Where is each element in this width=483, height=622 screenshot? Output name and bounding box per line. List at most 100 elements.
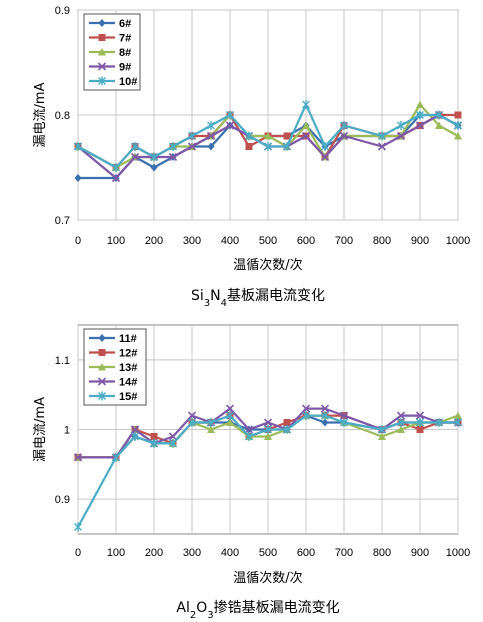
legend: 11# 12# 13# 14# 15# bbox=[83, 328, 147, 406]
data-point bbox=[339, 411, 349, 420]
data-point bbox=[454, 418, 462, 428]
x-tick-label: 200 bbox=[145, 235, 163, 247]
legend-label: 13# bbox=[119, 362, 137, 374]
data-point bbox=[169, 438, 177, 448]
data-point bbox=[301, 131, 311, 141]
x-tick-label: 900 bbox=[411, 235, 429, 247]
legend-marker bbox=[98, 391, 106, 401]
x-tick-label: 500 bbox=[259, 235, 277, 247]
data-point bbox=[302, 100, 310, 109]
data-point bbox=[378, 432, 386, 440]
series-15# bbox=[74, 411, 462, 532]
caption-subscript: 2 bbox=[190, 610, 196, 621]
data-point bbox=[283, 425, 291, 434]
caption-text: Si bbox=[191, 288, 204, 304]
data-point bbox=[112, 452, 120, 462]
x-tick-label: 800 bbox=[373, 547, 391, 559]
x-tick-label: 900 bbox=[411, 547, 429, 559]
data-point bbox=[378, 425, 386, 434]
x-tick-label: 700 bbox=[335, 547, 353, 559]
data-point bbox=[73, 453, 83, 462]
data-point bbox=[321, 411, 329, 421]
x-tick-label: 400 bbox=[221, 547, 239, 559]
data-point bbox=[245, 131, 253, 141]
data-point bbox=[302, 411, 310, 421]
caption-subscript: 4 bbox=[221, 298, 227, 309]
x-tick-label: 300 bbox=[183, 235, 201, 247]
x-tick-label: 100 bbox=[107, 547, 125, 559]
data-point bbox=[131, 431, 139, 441]
data-point bbox=[301, 404, 311, 413]
data-point bbox=[225, 121, 235, 130]
data-point bbox=[226, 110, 234, 120]
data-point bbox=[340, 418, 348, 428]
legend-marker bbox=[97, 62, 107, 71]
x-tick-label: 400 bbox=[221, 235, 239, 247]
x-tick-label: 700 bbox=[335, 235, 353, 247]
data-point bbox=[397, 418, 405, 428]
data-point bbox=[283, 419, 291, 427]
x-axis-title: 温循次数/次 bbox=[233, 570, 302, 586]
legend-label: 6# bbox=[119, 18, 131, 30]
chart-caption: Si3N4基板漏电流变化 bbox=[191, 287, 325, 309]
legend-label: 8# bbox=[119, 47, 131, 59]
legend-label: 12# bbox=[119, 348, 137, 360]
x-axis-title: 温循次数/次 bbox=[233, 257, 302, 273]
x-tick-label: 0 bbox=[75, 235, 81, 247]
x-tick-label: 1000 bbox=[446, 547, 470, 559]
data-point bbox=[207, 142, 215, 151]
data-point bbox=[150, 438, 158, 448]
data-point bbox=[130, 425, 140, 434]
caption-text: 基板漏电流变化 bbox=[227, 287, 325, 304]
data-point bbox=[244, 425, 254, 434]
data-point bbox=[264, 432, 272, 440]
data-point bbox=[340, 121, 348, 130]
data-point bbox=[416, 100, 424, 108]
data-point bbox=[245, 143, 253, 150]
data-point bbox=[264, 425, 272, 434]
legend-marker bbox=[98, 48, 106, 56]
data-point bbox=[188, 418, 196, 428]
caption-text: Al bbox=[176, 600, 189, 616]
legend-marker bbox=[98, 349, 106, 356]
y-tick-label: 0.9 bbox=[55, 5, 70, 17]
x-tick-label: 500 bbox=[259, 547, 277, 559]
caption-subscript: 3 bbox=[204, 298, 210, 309]
data-point bbox=[397, 121, 405, 130]
data-point bbox=[264, 142, 272, 151]
data-point bbox=[321, 142, 329, 151]
data-point bbox=[283, 132, 291, 140]
data-point bbox=[187, 411, 197, 420]
data-point bbox=[454, 411, 462, 420]
data-point bbox=[435, 110, 443, 120]
data-point bbox=[454, 121, 462, 130]
data-point bbox=[339, 131, 349, 141]
x-tick-label: 0 bbox=[75, 547, 81, 559]
data-point bbox=[454, 111, 462, 119]
legend: 6# 7# 8# 9# 10# bbox=[83, 13, 141, 91]
data-point bbox=[454, 132, 462, 140]
legend-label: 14# bbox=[119, 377, 137, 389]
data-point bbox=[416, 426, 424, 433]
data-point bbox=[320, 152, 330, 162]
data-point bbox=[415, 121, 425, 130]
data-point bbox=[168, 432, 178, 441]
data-point bbox=[396, 411, 406, 420]
data-point bbox=[415, 411, 425, 420]
data-point bbox=[283, 142, 291, 151]
data-point bbox=[130, 152, 140, 162]
caption-text: 掺锆基板漏电流变化 bbox=[214, 599, 340, 616]
y-tick-label: 0.7 bbox=[55, 215, 70, 227]
data-point bbox=[207, 418, 215, 428]
legend-marker bbox=[98, 34, 106, 41]
x-tick-label: 100 bbox=[107, 235, 125, 247]
x-tick-label: 800 bbox=[373, 235, 391, 247]
legend-marker bbox=[98, 19, 106, 27]
data-point bbox=[302, 121, 310, 129]
x-tick-label: 200 bbox=[145, 547, 163, 559]
data-point bbox=[416, 110, 424, 120]
x-tick-label: 600 bbox=[297, 235, 315, 247]
x-tick-label: 600 bbox=[297, 547, 315, 559]
y-axis-title: 漏电流/mA bbox=[32, 397, 48, 462]
